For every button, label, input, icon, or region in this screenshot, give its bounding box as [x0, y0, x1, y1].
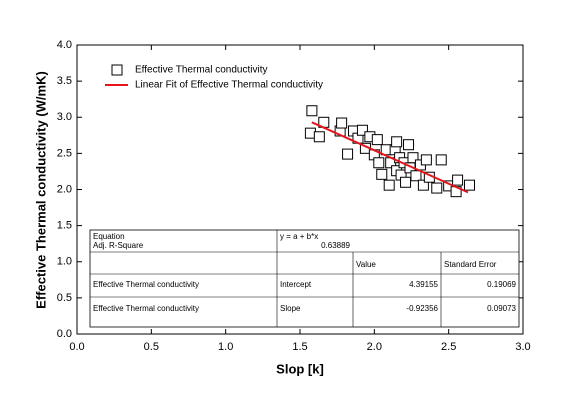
- y-tick-label: 2.0: [57, 183, 72, 195]
- x-tick-label: 0.5: [144, 341, 159, 353]
- x-tick-label: 2.0: [367, 341, 382, 353]
- x-tick-label: 0.0: [69, 341, 84, 353]
- y-axis-label: Effective Thermal conductivity (W/mK): [33, 71, 48, 309]
- scatter-point: [410, 170, 422, 182]
- table-cell: Effective Thermal conductivity: [93, 304, 199, 313]
- y-tick-label: 1.5: [57, 220, 72, 232]
- x-tick-label: 1.5: [292, 341, 307, 353]
- x-tick-label: 2.5: [441, 341, 456, 353]
- table-cell: 0.63889: [321, 241, 350, 250]
- table-cell: y = a + b*x: [280, 232, 318, 241]
- scatter-point: [463, 179, 475, 191]
- table-cell: 4.39155: [409, 280, 438, 289]
- table-frame: [89, 229, 520, 328]
- x-axis-label: Slop [k]: [276, 361, 324, 376]
- scatter-point: [383, 179, 395, 191]
- scatter-point: [435, 154, 447, 166]
- scatter-point: [403, 139, 415, 151]
- y-tick-label: 0.0: [57, 328, 72, 340]
- scatter-point: [417, 179, 429, 191]
- scatter-point: [373, 157, 385, 169]
- y-tick-label: 3.0: [57, 111, 72, 123]
- scatter-point: [336, 117, 348, 129]
- table-cell: 0.09073: [487, 304, 516, 313]
- scatter-point: [313, 131, 325, 143]
- legend-marker: [111, 64, 123, 76]
- plot-frame: [76, 44, 524, 335]
- x-tick-label: 1.0: [218, 341, 233, 353]
- scatter-point: [376, 168, 388, 180]
- table-cell: Equation: [93, 232, 125, 241]
- table-cell: Intercept: [280, 280, 312, 289]
- scatter-point: [431, 182, 443, 194]
- scatter-point: [342, 148, 354, 160]
- table-cell: Effective Thermal conductivity: [93, 280, 199, 289]
- scatter-point: [306, 105, 318, 117]
- y-tick-label: 2.5: [57, 147, 72, 159]
- y-tick-label: 3.5: [57, 75, 72, 87]
- scatter-point: [356, 124, 368, 136]
- y-tick-label: 0.5: [57, 292, 72, 304]
- table-cell: Adj. R-Square: [93, 241, 144, 250]
- scatter-point: [400, 176, 412, 188]
- legend-label: Effective Thermal conductivity: [135, 65, 267, 76]
- table-cell: Value: [356, 260, 376, 269]
- table-cell: -0.92356: [406, 304, 438, 313]
- y-tick-label: 1.0: [57, 256, 72, 268]
- fit-line: [311, 121, 469, 194]
- x-tick-label: 3.0: [515, 341, 530, 353]
- scatter-point: [371, 134, 383, 146]
- scatter-point: [420, 154, 432, 166]
- scatter-point: [391, 136, 403, 148]
- y-tick-label: 4.0: [57, 39, 72, 51]
- table-cell: 0.19069: [487, 280, 516, 289]
- table-cell: Slope: [280, 304, 301, 313]
- legend-label: Linear Fit of Effective Thermal conducti…: [135, 80, 323, 91]
- scatter-point: [452, 174, 464, 186]
- scatter-point: [407, 152, 419, 164]
- table-cell: Standard Error: [444, 260, 497, 269]
